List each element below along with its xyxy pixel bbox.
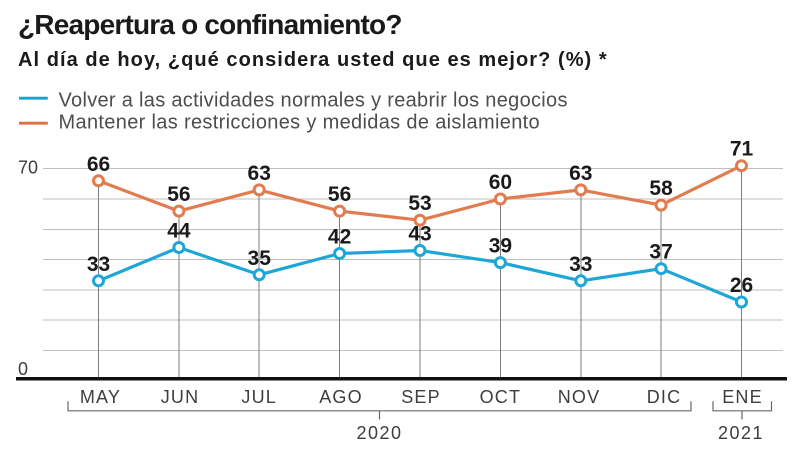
svg-text:33: 33 bbox=[569, 253, 592, 276]
svg-text:60: 60 bbox=[489, 171, 512, 194]
svg-text:56: 56 bbox=[328, 183, 351, 206]
svg-text:70: 70 bbox=[18, 158, 38, 178]
svg-text:Al día de hoy, ¿qué considera: Al día de hoy, ¿qué considera usted que … bbox=[18, 49, 608, 71]
svg-text:SEP: SEP bbox=[401, 387, 441, 407]
svg-text:¿Reapertura o confinamiento?: ¿Reapertura o confinamiento? bbox=[18, 9, 402, 40]
svg-text:44: 44 bbox=[167, 220, 191, 243]
svg-text:0: 0 bbox=[18, 359, 28, 379]
svg-text:2020: 2020 bbox=[356, 423, 402, 443]
svg-text:JUL: JUL bbox=[241, 387, 277, 407]
svg-text:OCT: OCT bbox=[480, 387, 522, 407]
svg-text:53: 53 bbox=[408, 192, 431, 215]
svg-text:39: 39 bbox=[489, 235, 512, 258]
svg-text:ENE: ENE bbox=[722, 387, 763, 407]
svg-text:63: 63 bbox=[569, 162, 592, 185]
svg-text:MAY: MAY bbox=[80, 387, 121, 407]
svg-text:42: 42 bbox=[328, 226, 351, 249]
svg-text:NOV: NOV bbox=[558, 387, 601, 407]
svg-text:66: 66 bbox=[87, 153, 110, 176]
svg-text:43: 43 bbox=[408, 223, 431, 246]
svg-text:71: 71 bbox=[730, 138, 754, 161]
svg-text:Mantener las restricciones y m: Mantener las restricciones y medidas de … bbox=[59, 112, 541, 134]
svg-text:56: 56 bbox=[167, 183, 190, 206]
svg-text:Volver a las actividades norma: Volver a las actividades normales y reab… bbox=[59, 90, 568, 112]
svg-text:2021: 2021 bbox=[718, 423, 764, 443]
svg-text:58: 58 bbox=[649, 177, 673, 200]
svg-text:35: 35 bbox=[248, 247, 272, 270]
svg-text:AGO: AGO bbox=[319, 387, 363, 407]
svg-text:37: 37 bbox=[649, 241, 672, 264]
svg-text:33: 33 bbox=[87, 253, 110, 276]
svg-text:63: 63 bbox=[248, 162, 271, 185]
svg-text:26: 26 bbox=[730, 274, 753, 297]
svg-text:JUN: JUN bbox=[161, 387, 200, 407]
svg-text:DIC: DIC bbox=[647, 387, 682, 407]
